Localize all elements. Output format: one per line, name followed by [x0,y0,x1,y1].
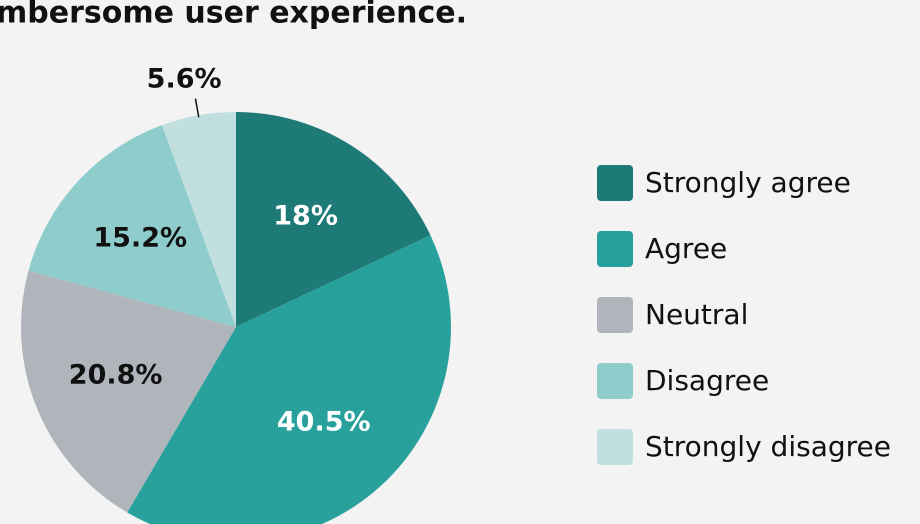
data-label: 40.5% [277,406,371,437]
pie-slice [28,125,237,328]
data-label: 5.6% [147,63,222,94]
legend-label: Agree [645,232,727,265]
legend-swatch [597,165,633,201]
pie-slice [127,235,451,524]
chart-title: mbersome user experience. [0,0,467,31]
pie-slice [161,112,236,327]
legend-swatch [597,231,633,267]
legend-label: Strongly agree [645,166,851,199]
legend-label: Disagree [645,364,769,397]
data-label: 18% [273,201,338,232]
legend-swatch [597,429,633,465]
data-label: 15.2% [93,223,187,254]
pie-slice [236,112,431,327]
legend-swatch [597,363,633,399]
legend-swatch [597,297,633,333]
data-label: 20.8% [69,360,163,391]
legend-label: Strongly disagree [645,430,891,463]
legend-label: Neutral [645,298,748,331]
leader-line [194,98,200,118]
pie-slice [20,270,236,513]
